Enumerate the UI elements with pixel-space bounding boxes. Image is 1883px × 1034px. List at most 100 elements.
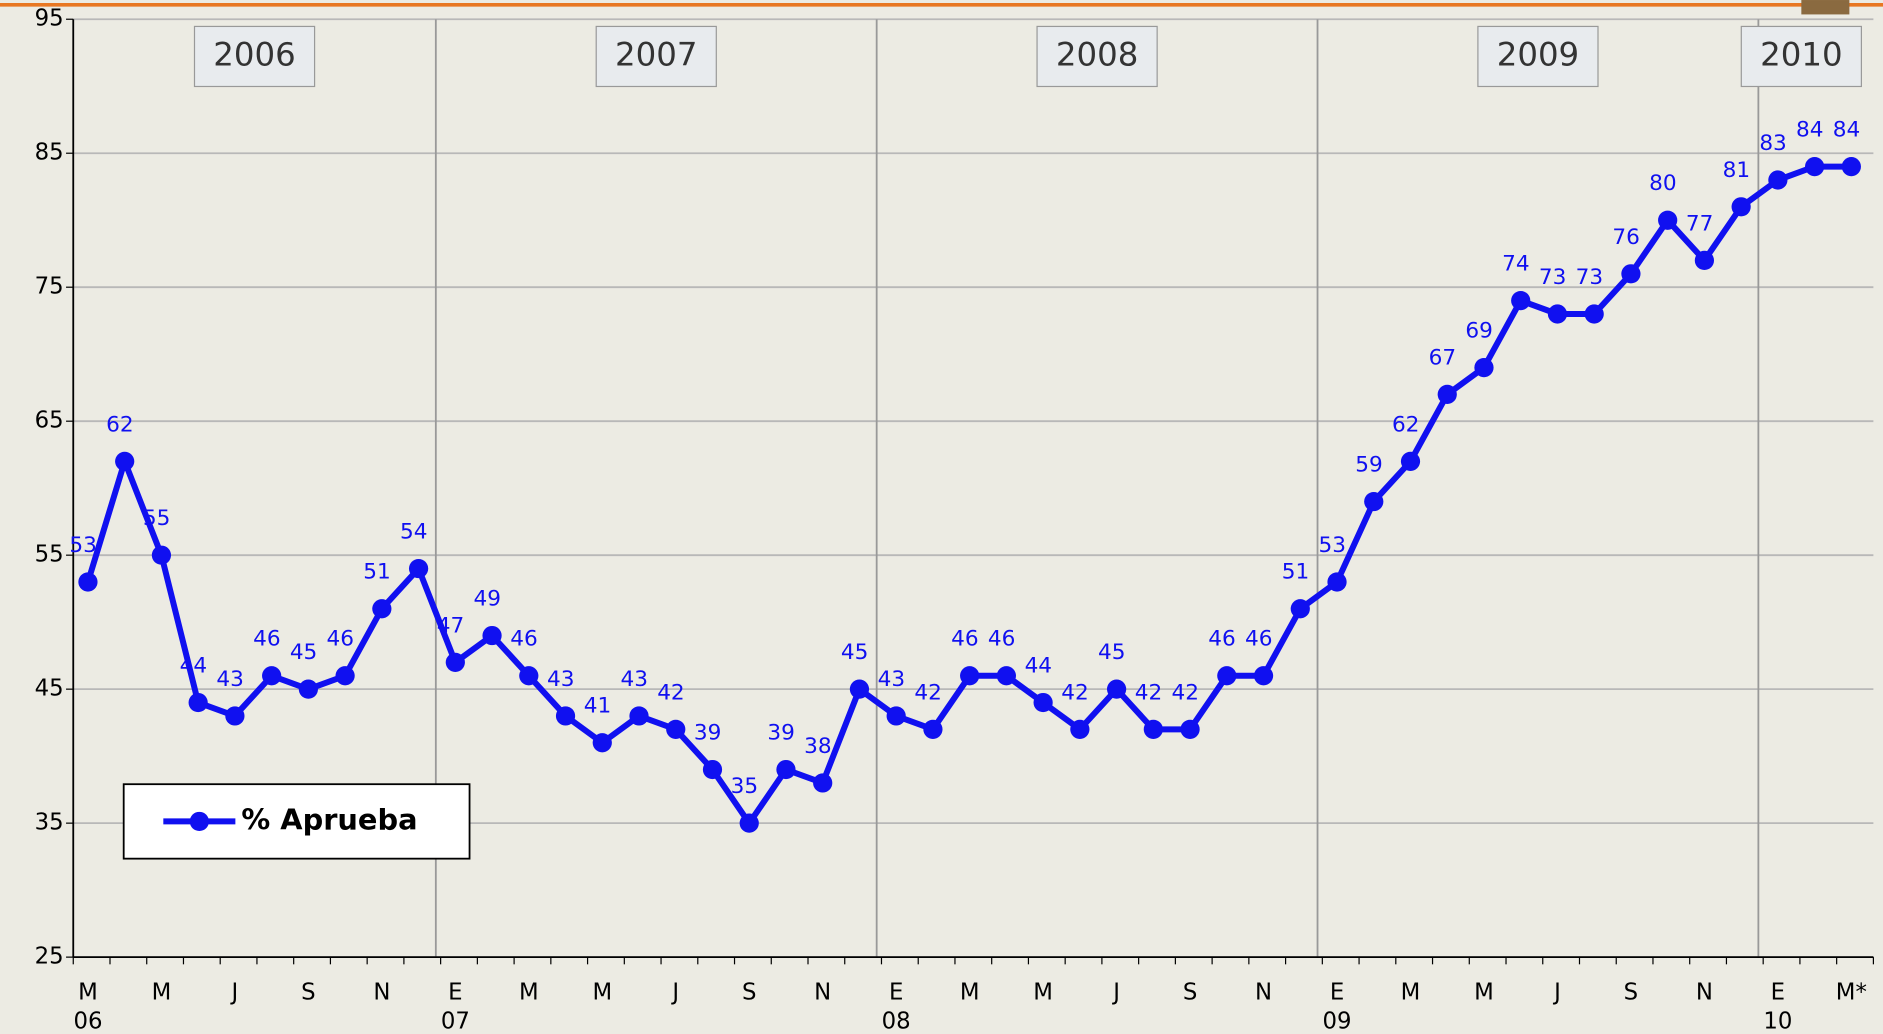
data-label: 46 bbox=[253, 627, 281, 652]
data-point bbox=[482, 626, 501, 645]
data-point bbox=[740, 814, 759, 833]
data-point bbox=[409, 559, 428, 578]
data-point bbox=[372, 599, 391, 618]
data-point bbox=[997, 666, 1016, 685]
x-tick-label: S bbox=[301, 980, 315, 1006]
data-point bbox=[115, 452, 134, 471]
x-tick-label: M bbox=[1474, 980, 1494, 1006]
data-label: 42 bbox=[657, 680, 685, 705]
data-label: 44 bbox=[180, 654, 208, 679]
x-tick-label: M* bbox=[1836, 980, 1867, 1006]
data-label: 39 bbox=[694, 721, 722, 746]
data-point bbox=[519, 666, 538, 685]
data-point bbox=[923, 720, 942, 739]
data-label: 73 bbox=[1576, 265, 1604, 290]
data-label: 41 bbox=[584, 694, 612, 719]
data-point bbox=[1217, 666, 1236, 685]
data-label: 45 bbox=[1098, 640, 1126, 665]
data-label: 74 bbox=[1502, 252, 1530, 277]
data-point bbox=[1621, 264, 1640, 283]
data-label: 73 bbox=[1539, 265, 1567, 290]
data-label: 59 bbox=[1355, 453, 1383, 478]
data-label: 46 bbox=[1245, 627, 1273, 652]
data-point bbox=[1695, 251, 1714, 270]
x-sub-label: 07 bbox=[441, 1008, 470, 1034]
background bbox=[0, 0, 1883, 1034]
data-point bbox=[703, 760, 722, 779]
data-label: 49 bbox=[474, 587, 502, 612]
data-label: 67 bbox=[1429, 345, 1457, 370]
x-tick-label: J bbox=[230, 980, 239, 1006]
x-tick-label: M bbox=[960, 980, 980, 1006]
data-label: 38 bbox=[804, 734, 832, 759]
x-tick-label: S bbox=[1624, 980, 1638, 1006]
data-label: 69 bbox=[1465, 319, 1493, 344]
data-point bbox=[1585, 304, 1604, 323]
x-tick-label: J bbox=[1552, 980, 1561, 1006]
x-tick-label: J bbox=[670, 980, 679, 1006]
data-point bbox=[1474, 358, 1493, 377]
data-point bbox=[1180, 720, 1199, 739]
data-point bbox=[776, 760, 795, 779]
data-point bbox=[1658, 211, 1677, 230]
x-sub-label: 08 bbox=[882, 1008, 911, 1034]
data-point bbox=[960, 666, 979, 685]
y-tick-label: 55 bbox=[35, 542, 64, 568]
data-label: 43 bbox=[547, 667, 575, 692]
data-label: 43 bbox=[878, 667, 906, 692]
data-label: 53 bbox=[69, 533, 97, 558]
data-point bbox=[850, 680, 869, 699]
x-tick-label: M bbox=[592, 980, 612, 1006]
data-label: 42 bbox=[914, 680, 942, 705]
data-point bbox=[336, 666, 355, 685]
data-point bbox=[78, 572, 97, 591]
data-point bbox=[1034, 693, 1053, 712]
page: 253545556575859520062007200820092010M06M… bbox=[0, 0, 1883, 1034]
data-label: 62 bbox=[1392, 412, 1420, 437]
corner-logo bbox=[1801, 0, 1849, 14]
year-label: 2007 bbox=[615, 35, 697, 73]
x-tick-label: E bbox=[889, 980, 903, 1006]
data-label: 81 bbox=[1723, 158, 1751, 183]
y-tick-label: 75 bbox=[35, 274, 64, 300]
x-tick-label: M bbox=[519, 980, 539, 1006]
data-label: 35 bbox=[731, 774, 759, 799]
x-tick-label: M bbox=[152, 980, 172, 1006]
x-tick-label: E bbox=[1330, 980, 1344, 1006]
data-label: 51 bbox=[363, 560, 391, 585]
data-label: 80 bbox=[1649, 171, 1677, 196]
y-tick-label: 35 bbox=[35, 810, 64, 836]
data-label: 55 bbox=[143, 506, 171, 531]
data-label: 46 bbox=[1208, 627, 1236, 652]
x-tick-label: N bbox=[1255, 980, 1272, 1006]
data-label: 84 bbox=[1796, 118, 1824, 143]
data-point bbox=[1438, 385, 1457, 404]
data-point bbox=[1364, 492, 1383, 511]
data-point bbox=[1842, 157, 1861, 176]
data-label: 62 bbox=[106, 412, 133, 437]
data-label: 54 bbox=[400, 520, 428, 545]
x-tick-label: E bbox=[448, 980, 462, 1006]
data-point bbox=[189, 693, 208, 712]
data-point bbox=[1070, 720, 1089, 739]
data-point bbox=[1805, 157, 1824, 176]
data-label: 83 bbox=[1759, 131, 1787, 156]
x-tick-label: N bbox=[814, 980, 831, 1006]
y-tick-label: 65 bbox=[35, 408, 64, 434]
x-tick-label: J bbox=[1111, 980, 1120, 1006]
year-label: 2009 bbox=[1497, 35, 1579, 73]
data-label: 84 bbox=[1833, 118, 1861, 143]
legend-marker bbox=[190, 812, 209, 831]
y-tick-label: 45 bbox=[35, 676, 64, 702]
x-sub-label: 09 bbox=[1323, 1008, 1352, 1034]
data-point bbox=[887, 706, 906, 725]
y-tick-label: 95 bbox=[35, 6, 64, 32]
data-label: 53 bbox=[1318, 533, 1346, 558]
data-label: 51 bbox=[1282, 560, 1310, 585]
year-label: 2010 bbox=[1760, 35, 1842, 73]
data-label: 43 bbox=[620, 667, 648, 692]
data-point bbox=[593, 733, 612, 752]
x-tick-label: N bbox=[373, 980, 390, 1006]
data-point bbox=[1327, 572, 1346, 591]
data-label: 42 bbox=[1135, 680, 1163, 705]
